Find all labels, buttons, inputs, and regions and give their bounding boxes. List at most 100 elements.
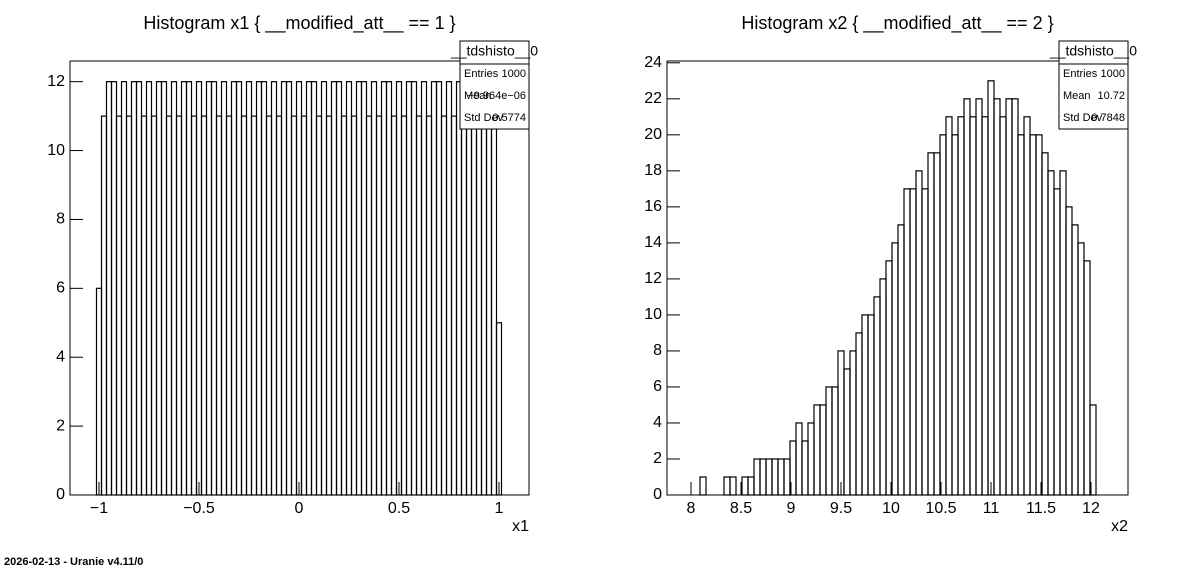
x-tick-label: 10.5 — [925, 500, 956, 517]
x-tick-label: 1 — [495, 500, 504, 517]
histogram-bar — [909, 188, 917, 496]
histogram-bar — [1059, 170, 1067, 496]
histogram-bar — [1041, 152, 1049, 496]
histogram-bar — [1017, 134, 1025, 496]
y-tick-label: 12 — [47, 73, 65, 90]
y-tick-label: 8 — [56, 211, 65, 228]
histogram-bar — [355, 81, 363, 496]
histogram-bar — [891, 242, 899, 496]
histogram-bar — [490, 115, 498, 496]
histogram-bar — [1011, 98, 1019, 496]
histogram-bar — [310, 81, 318, 496]
y-tick-label: 24 — [644, 54, 662, 71]
y-tick-label: 4 — [56, 348, 65, 365]
histogram-bar — [747, 476, 755, 496]
histogram-bar — [180, 81, 188, 496]
chart-title: Histogram x1 { __modified_att__ == 1 } — [143, 13, 455, 34]
y-tick-label: 18 — [644, 162, 662, 179]
histogram-bar — [305, 81, 313, 496]
histogram-bar — [225, 115, 233, 496]
histogram-bar — [1071, 224, 1079, 496]
y-tick-label: 10 — [47, 142, 65, 159]
histogram-bar — [1053, 188, 1061, 496]
y-tick-label: 6 — [653, 378, 662, 395]
x-tick-label: −0.5 — [183, 500, 215, 517]
x-tick-label: −1 — [90, 500, 108, 517]
histogram-bar — [290, 115, 298, 496]
histogram-bar — [375, 115, 383, 496]
histogram-bar — [235, 81, 243, 496]
histogram-bar — [410, 81, 418, 496]
x-axis-label: x2 — [1111, 518, 1128, 535]
histogram-bar — [795, 422, 803, 496]
histogram-bar — [455, 81, 463, 496]
histogram-bar — [849, 350, 857, 496]
histogram-bar — [245, 81, 253, 496]
histogram-bar — [873, 296, 881, 496]
histogram-bar — [777, 458, 785, 496]
histogram-bar — [325, 115, 333, 496]
stats-label: Std Dev — [464, 112, 504, 124]
histogram-bar — [230, 81, 238, 496]
x-tick-label: 9.5 — [830, 500, 852, 517]
histogram-bar — [903, 188, 911, 496]
histogram-bar — [753, 458, 761, 496]
histogram-bar — [465, 115, 473, 496]
histogram-bar — [420, 81, 428, 496]
histogram-bar — [939, 134, 947, 496]
histogram-bar — [295, 81, 303, 496]
histogram-bar — [210, 81, 218, 496]
histogram-bar — [315, 115, 323, 496]
histogram-bar — [969, 116, 977, 496]
histogram-bar — [813, 404, 821, 496]
y-tick-label: 2 — [653, 450, 662, 467]
histogram-bar — [807, 422, 815, 496]
histogram-bar — [340, 115, 348, 496]
y-tick-label: 10 — [644, 306, 662, 323]
histogram-bar — [265, 115, 273, 496]
x-tick-label: 11 — [983, 500, 1000, 517]
histogram-bar — [275, 115, 283, 496]
stats-label: Entries — [1063, 68, 1098, 80]
histogram-bar — [390, 115, 398, 496]
histogram-bar — [330, 81, 338, 496]
x-tick-label: 0 — [295, 500, 304, 517]
x-tick-label: 12 — [1082, 500, 1100, 517]
x-tick-label: 10 — [882, 500, 900, 517]
stats-box — [459, 40, 530, 130]
histogram-bar — [250, 115, 258, 496]
histogram-bar — [385, 81, 393, 496]
histogram-bar — [440, 115, 448, 496]
histogram-bar — [723, 476, 731, 496]
histogram-bar — [765, 458, 773, 496]
histogram-bar — [729, 476, 737, 496]
histogram-bar — [867, 314, 875, 496]
x-tick-label: 0.5 — [388, 500, 410, 517]
histogram-bar — [1077, 242, 1085, 496]
stats-label: Mean — [1063, 90, 1091, 102]
histogram-bar — [155, 81, 163, 496]
y-tick-label: 16 — [644, 198, 662, 215]
y-tick-label: 12 — [644, 270, 662, 287]
histogram-bar — [825, 386, 833, 496]
chart-title: Histogram x2 { __modified_att__ == 2 } — [741, 13, 1053, 34]
histogram-bar — [951, 134, 959, 496]
histogram-bar — [915, 170, 923, 496]
histogram-bar — [783, 458, 791, 496]
histogram-bar — [927, 152, 935, 496]
y-tick-label: 4 — [653, 414, 662, 431]
histogram-bar — [855, 332, 863, 496]
histogram-bar — [120, 81, 128, 496]
histogram-bar — [435, 81, 443, 496]
histogram-bar — [921, 188, 929, 496]
histogram-bar — [1023, 116, 1031, 496]
histogram-bar — [819, 404, 827, 496]
histogram-bar — [933, 152, 941, 496]
y-tick-label: 6 — [56, 280, 65, 297]
histogram-bar — [485, 81, 493, 496]
histogram-bar — [335, 81, 343, 496]
stats-value: 0.5774 — [492, 112, 526, 124]
histogram-bar — [110, 81, 118, 496]
histogram-bar — [190, 115, 198, 496]
